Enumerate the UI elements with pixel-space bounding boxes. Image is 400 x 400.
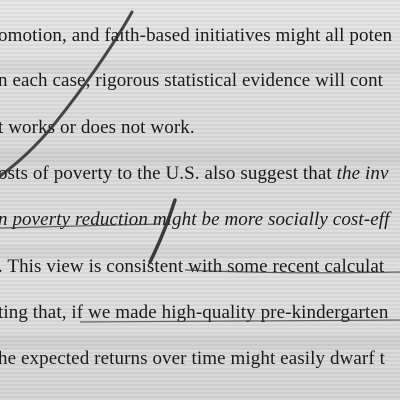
text-line-2: n each case, rigorous statistical eviden… [0,70,384,91]
paper-shading [0,335,400,349]
text-line-3: t works or does not work. [0,117,195,138]
text-line-4-italic: the inv [336,163,389,184]
text-line-4: osts of poverty to the U.S. also suggest… [0,163,389,185]
text-line-6: . This view is consistent with some rece… [0,256,385,277]
text-line-7: ting that, if we made high-quality pre-k… [0,302,389,323]
text-line-8: he expected returns over time might easi… [0,348,385,369]
text-line-4-roman: osts of poverty to the U.S. also suggest… [0,163,337,184]
text-line-5: n poverty reduction might be more social… [0,209,390,230]
paper-shading [0,150,400,164]
text-line-1: omotion, and faith-based initiatives mig… [0,25,393,46]
